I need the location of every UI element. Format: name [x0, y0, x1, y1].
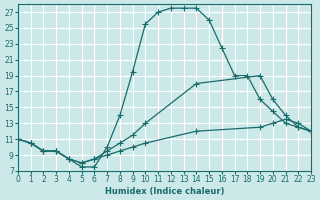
X-axis label: Humidex (Indice chaleur): Humidex (Indice chaleur) [105, 187, 224, 196]
